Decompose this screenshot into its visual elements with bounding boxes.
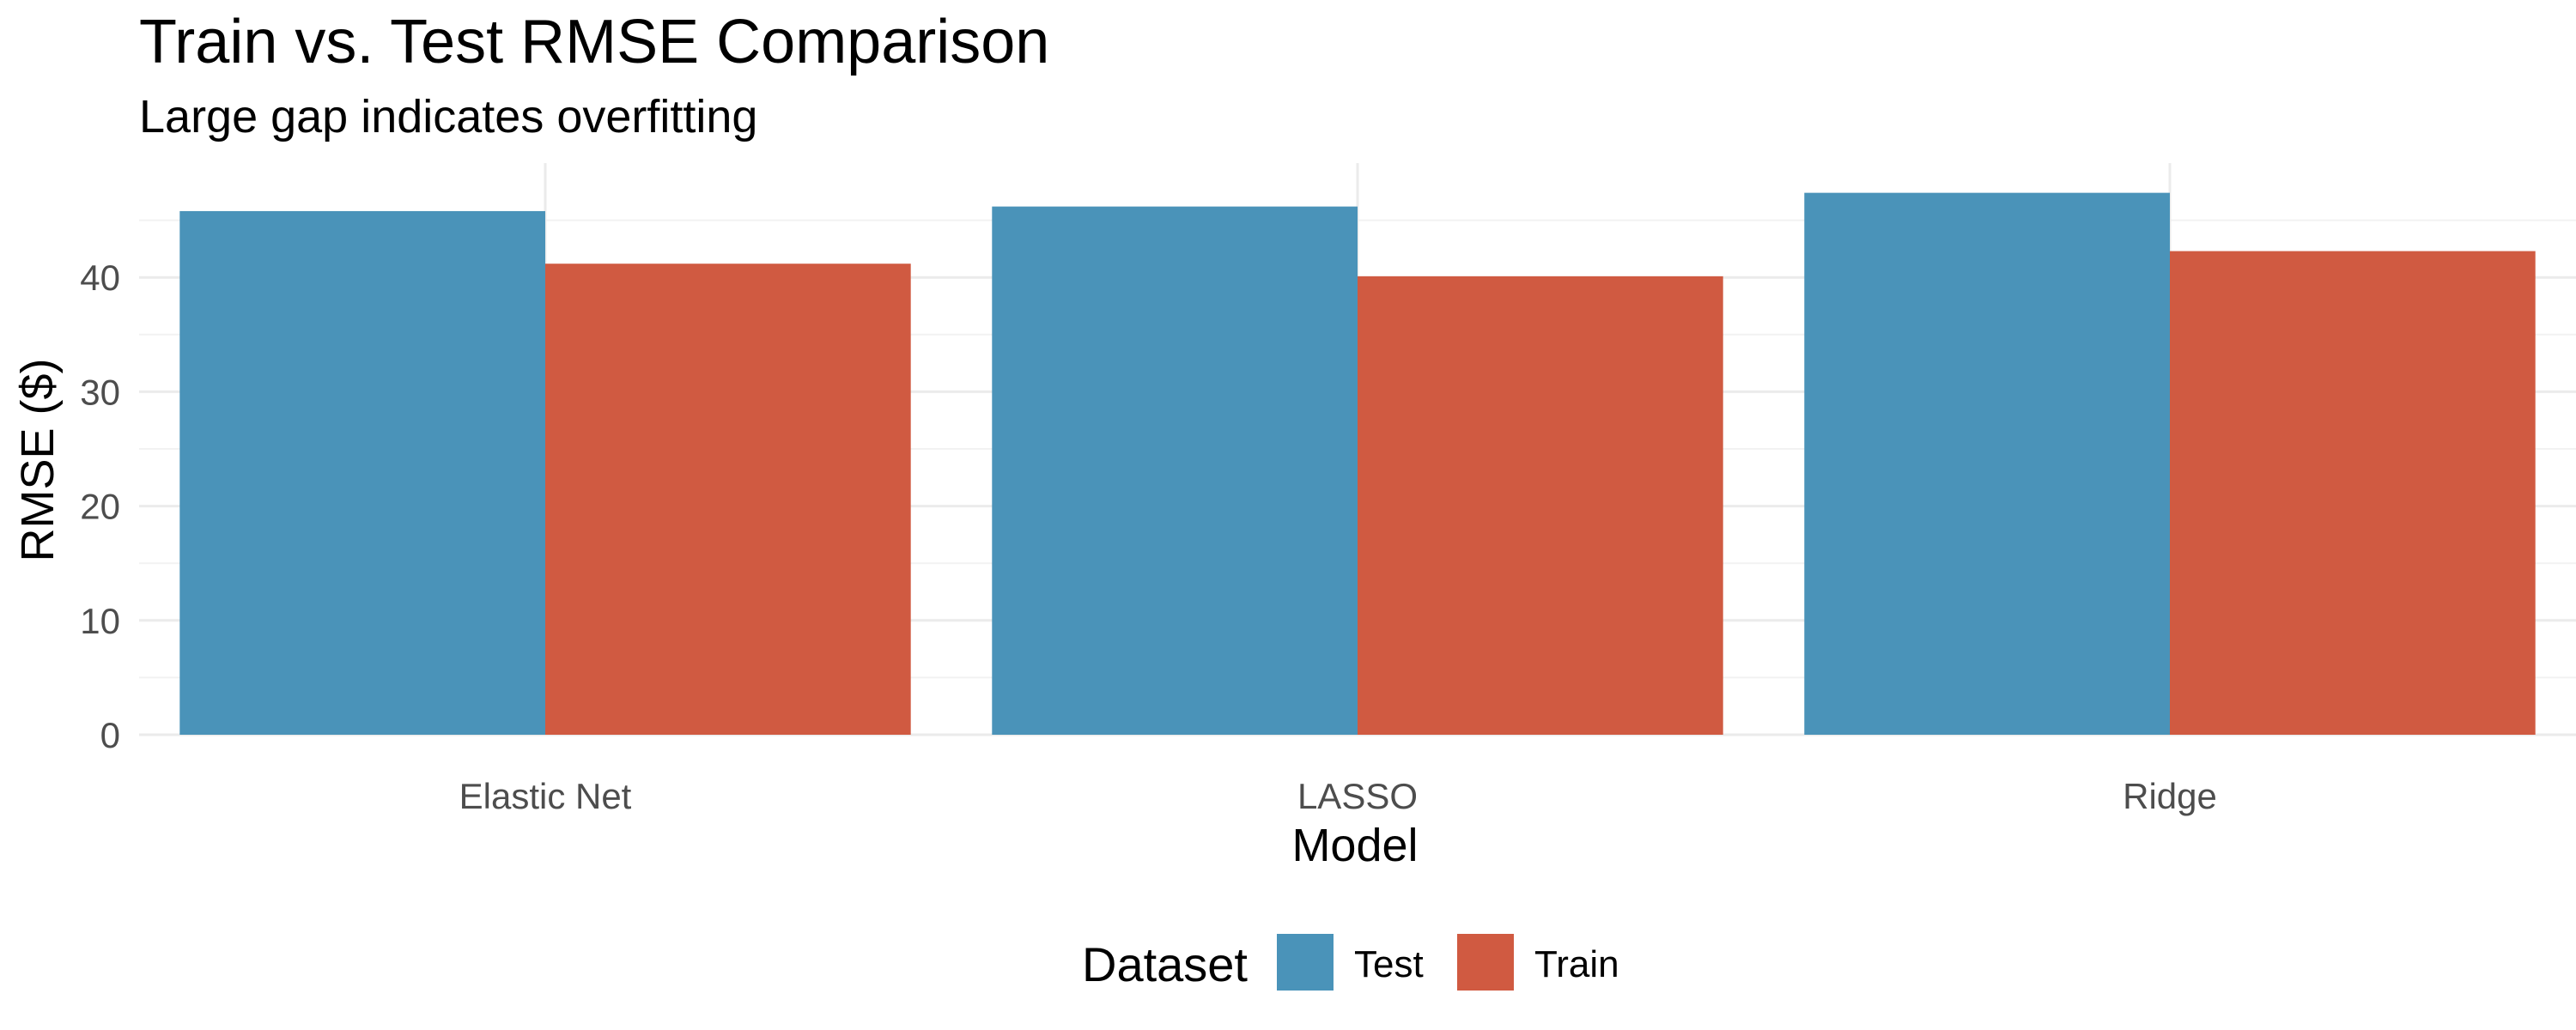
bar-test-ridge bbox=[1804, 192, 2170, 735]
x-axis-title: Model bbox=[1291, 820, 1418, 871]
bar-test-elastic-net bbox=[179, 210, 546, 736]
legend-label-test: Test bbox=[1354, 943, 1424, 985]
legend-items: Test Train bbox=[1277, 934, 1619, 991]
x-tick-label: LASSO bbox=[1297, 776, 1418, 816]
y-tick-label: 40 bbox=[80, 258, 120, 298]
bar-train-lasso bbox=[1358, 276, 1723, 735]
bars bbox=[179, 192, 2536, 736]
legend-swatch-test bbox=[1277, 934, 1334, 991]
bar-train-elastic-net bbox=[545, 264, 911, 735]
y-tick-label: 30 bbox=[80, 372, 120, 412]
legend-swatch-train bbox=[1457, 934, 1514, 991]
x-tick-label: Elastic Net bbox=[459, 776, 632, 816]
legend-title: Dataset bbox=[1082, 937, 1248, 991]
y-axis-title: RMSE ($) bbox=[12, 358, 64, 561]
legend: Dataset Test Train bbox=[1082, 934, 1619, 991]
x-axis-ticks: Elastic Net LASSO Ridge bbox=[459, 776, 2217, 816]
y-tick-label: 20 bbox=[80, 487, 120, 527]
y-tick-label: 10 bbox=[80, 601, 120, 641]
legend-label-train: Train bbox=[1534, 943, 1619, 985]
y-axis-ticks: 0 10 20 30 40 bbox=[80, 258, 120, 755]
bar-train-ridge bbox=[2170, 251, 2536, 736]
x-tick-label: Ridge bbox=[2123, 776, 2217, 816]
bar-test-lasso bbox=[992, 206, 1358, 736]
chart-title: Train vs. Test RMSE Comparison bbox=[139, 8, 1049, 76]
y-tick-label: 0 bbox=[100, 715, 120, 755]
chart-subtitle: Large gap indicates overfitting bbox=[139, 91, 757, 142]
